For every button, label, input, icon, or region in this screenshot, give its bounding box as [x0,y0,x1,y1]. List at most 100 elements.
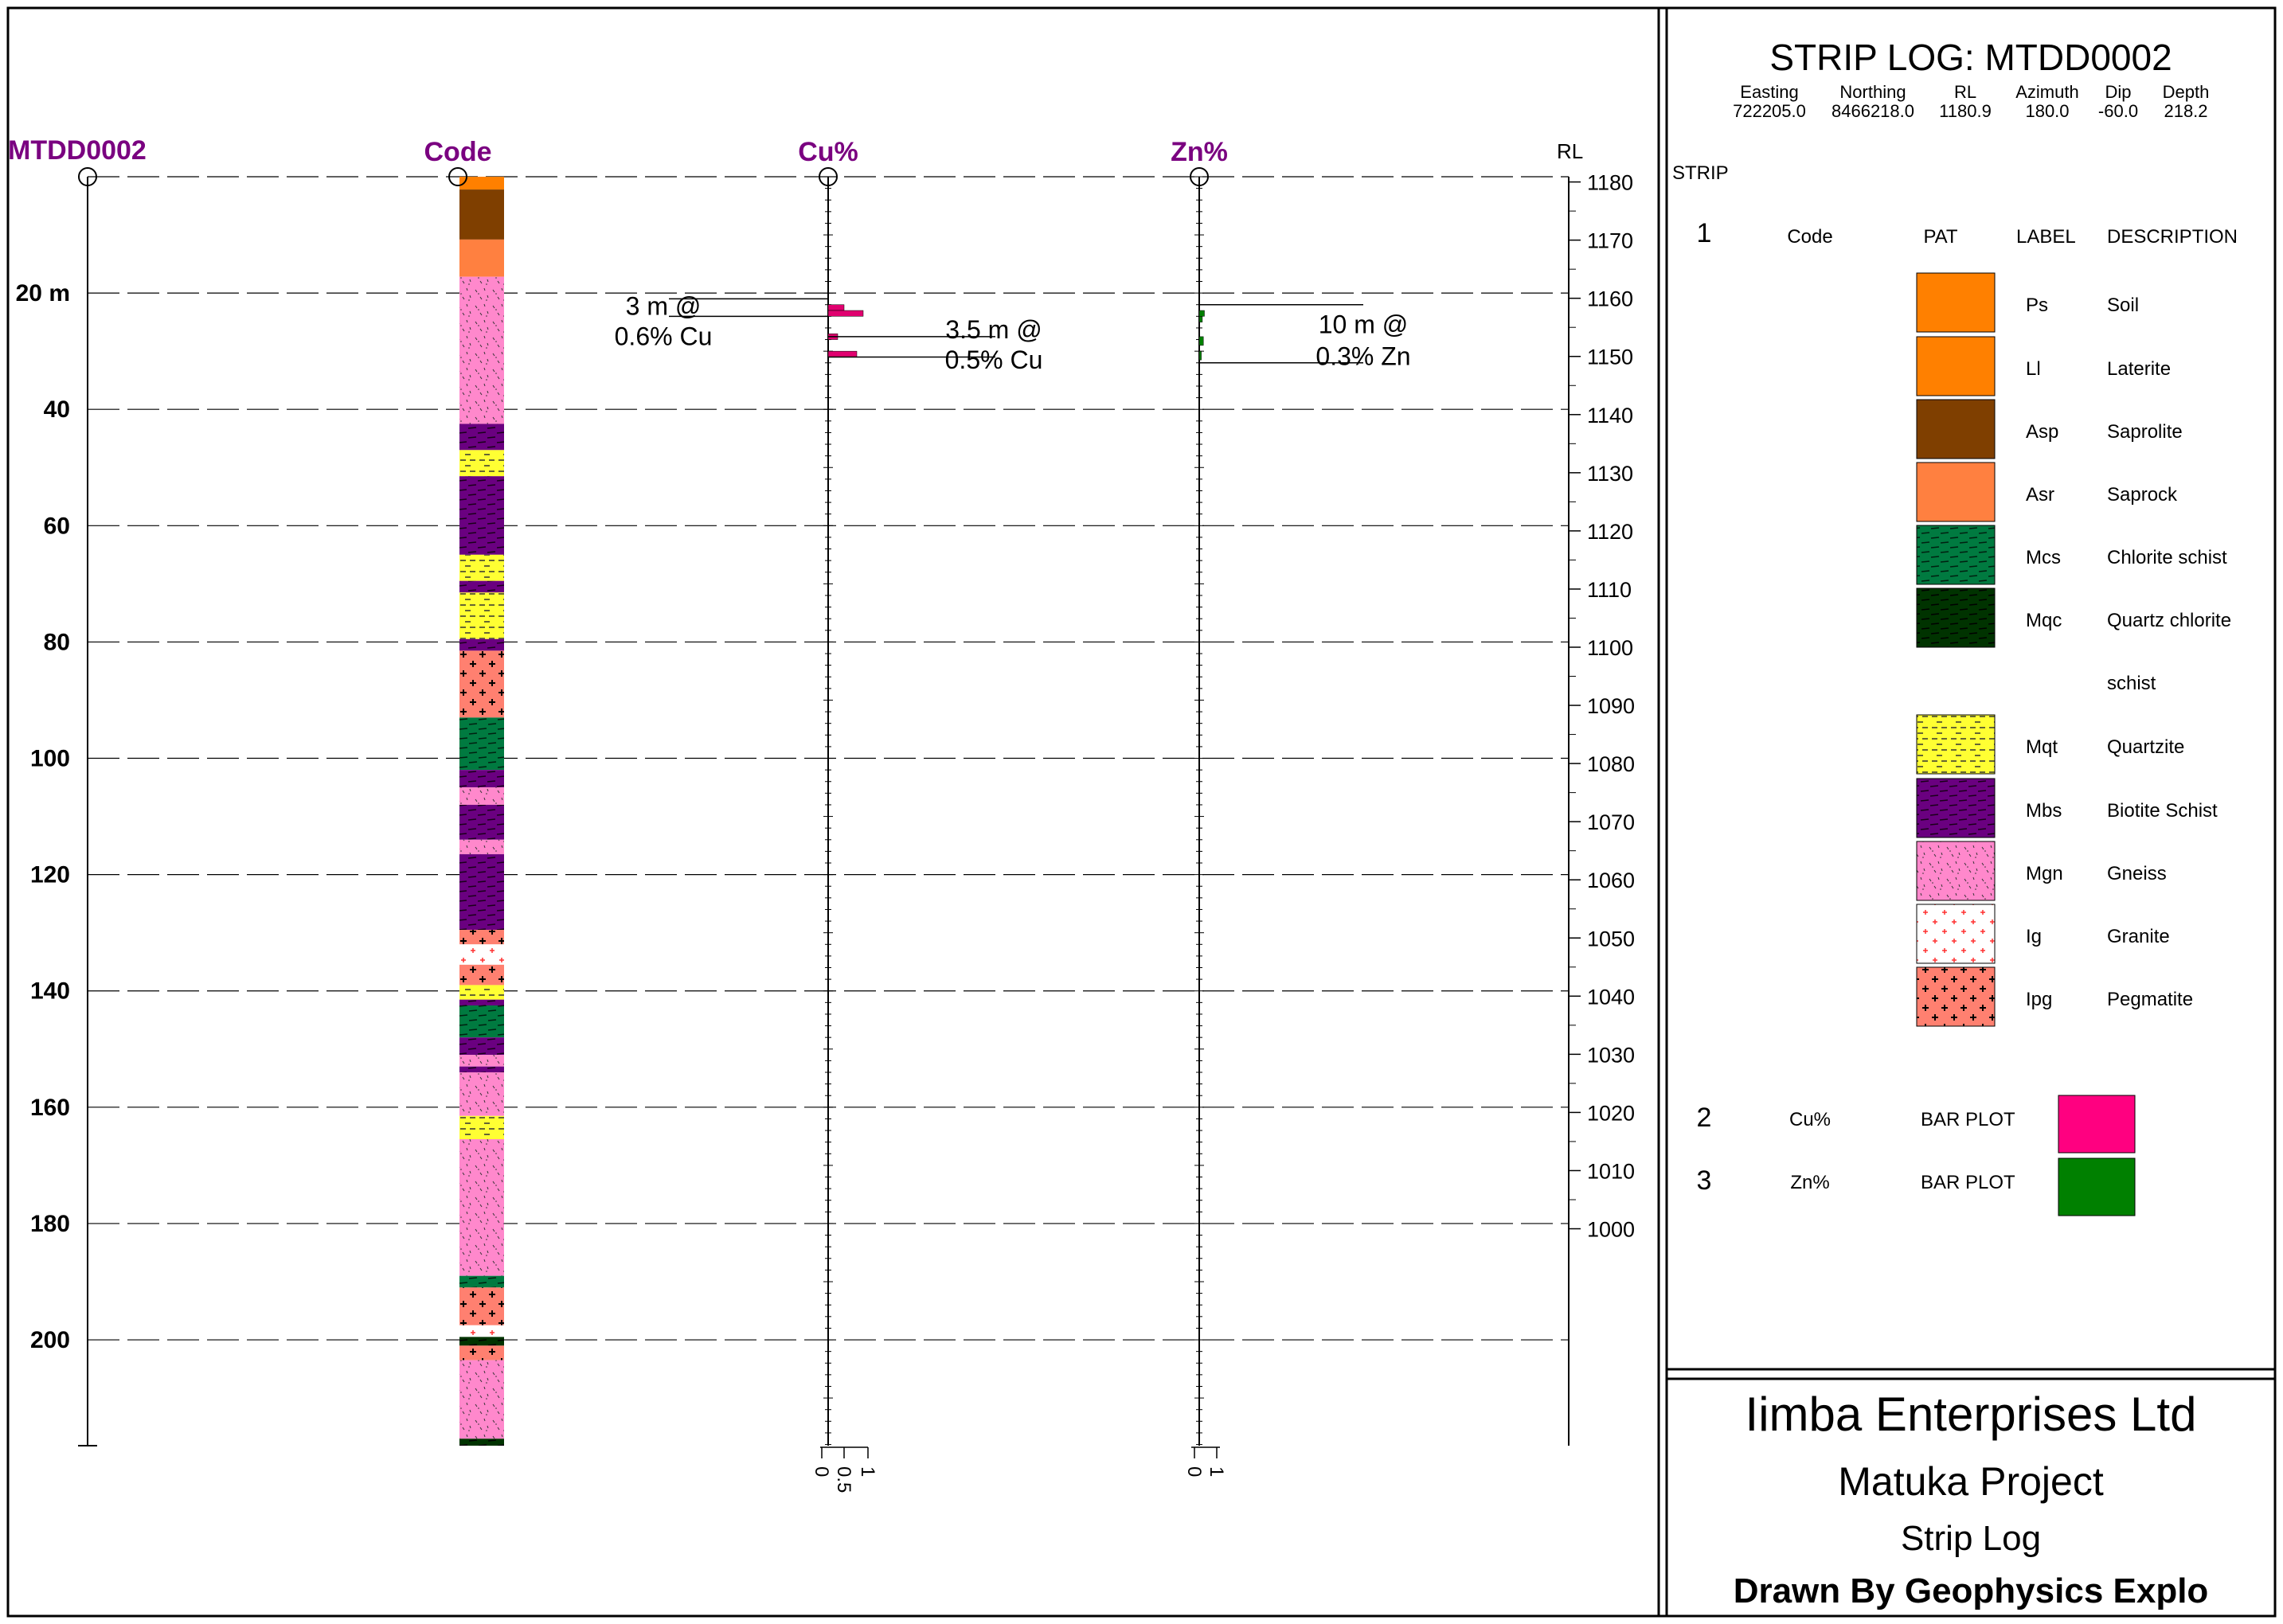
collar-header: RL [1954,82,1976,102]
scale-tick-label: 0 [1183,1466,1205,1477]
rl-tick-label: 1120 [1587,520,1633,544]
lithology-interval-Mqt [459,592,504,639]
interval-grade-label: 0.5% Cu [945,345,1043,374]
legend-code: Ig [2026,926,2042,947]
collar-value: 722205.0 [1733,101,1806,121]
depth-tick-label: 40 [44,396,70,423]
legend-swatch-Ipg [1916,966,1996,1027]
legend-col-pat: PAT [1923,226,1957,248]
lithology-interval-Mcs [459,717,504,771]
lithology-interval-Mqc [459,1337,504,1346]
rl-tick-label: 1070 [1587,810,1635,834]
scale-tick-label: 0.5 [833,1466,854,1493]
depth-tick-label: 60 [44,513,70,539]
rl-tick-label: 1110 [1587,578,1632,602]
rl-tick-label: 1090 [1587,694,1635,718]
collar-value: 1180.9 [1939,101,1992,121]
grade-bar [827,350,858,357]
legend-description: Quartzite [2107,736,2184,758]
cu-annotations: 3 m @0.6% Cu 3.5 m @0.5% Cu [615,291,1043,373]
interval-length-label: 3.5 m @ [945,315,1042,344]
legend-swatch-Mbs [1916,778,1996,838]
bar-strip-name: Cu% [1789,1109,1831,1130]
legend-description: Quartz chlorite [2107,610,2231,631]
bar-plot-legend: 2 Cu% BAR PLOT 3 Zn% BAR PLOT [1697,1095,2136,1216]
cu-scale: 0 0.5 1 [811,1446,878,1493]
depth-tick-label: 80 [44,629,70,655]
rl-tick-label: 1060 [1587,869,1635,892]
depth-tick-label: 20 m [16,280,70,306]
lithology-interval-Mbs [459,770,504,788]
rl-tick-label: 1160 [1587,287,1633,311]
rl-tick-label: 1000 [1587,1218,1635,1242]
legend-description-cont: schist [2107,673,2156,694]
legend-swatch-Mqc [1916,588,1996,648]
zn-collar-marker [1190,167,1209,186]
rl-tick-label: 1040 [1587,985,1635,1009]
depth-tick-label: 200 [30,1327,70,1353]
legend-description: Saprolite [2107,421,2183,443]
legend-description: Laterite [2107,358,2171,380]
lithology-interval-Mbs [459,999,504,1005]
cu-minor-ticks [823,176,833,1446]
depth-tick-label: 140 [30,978,70,1005]
lithology-interval-Ipg [459,1287,504,1325]
legend-code: Mqc [2026,610,2062,631]
lithology-interval-Mbs [459,804,504,840]
cu-column-header: Cu% [798,137,858,167]
legend-swatch-Ig [1916,904,1996,964]
lithology-interval-Mgn [459,276,504,424]
lithology-interval-Mbs [459,580,504,593]
lithology-interval-Mcs [459,1275,504,1288]
drawn-by-credit: Drawn By Geophysics Explo [1734,1571,2209,1610]
depth-tick-label: 100 [30,746,70,772]
legend-description: Chlorite schist [2107,547,2227,568]
legend-swatch-Mcs [1916,525,1996,585]
lithology-legend: Ps Soil Ll Laterite Asp Saprolite Asr Saprock Mc… [1916,272,2231,1027]
lithology-interval-Mbs [459,476,504,555]
lithology-interval-Mcs [459,1005,504,1038]
legend-swatch-Ps [1916,272,1996,333]
rl-column-header: RL [1557,139,1583,163]
bar-strip-number: 3 [1697,1165,1712,1196]
bar-strip-type: BAR PLOT [1921,1109,2015,1130]
rl-tick-label: 1100 [1587,636,1633,660]
lithology-interval-Mqt [459,450,504,477]
company-name: Iimba Enterprises Ltd [1745,1388,2197,1441]
strip-label: STRIP [1672,162,1729,184]
collar-value: 180.0 [2025,101,2069,121]
lithology-interval-Ipg [459,1345,504,1360]
legend-col-label: LABEL [2016,226,2076,248]
lithology-interval-Mgn [459,1139,504,1276]
depth-scale: 20 m 40 60 80 100 120 140 160 180 200 [16,280,70,1353]
legend-code: Asr [2026,484,2054,506]
legend-swatch-Mqt [1916,714,1996,775]
depth-tick-label: 160 [30,1095,70,1121]
rl-tick-label: 1130 [1587,462,1633,486]
legend-code: Mbs [2026,800,2062,822]
depth-collar-marker [78,167,97,186]
lithology-interval-Mbs [459,1037,504,1056]
legend-description: Granite [2107,926,2170,947]
lithology-interval-Mgn [459,787,504,805]
legend-code: Ll [2026,358,2041,380]
strip-log-title: STRIP LOG: MTDD0002 [1769,37,2172,78]
legend-code: Ipg [2026,989,2052,1010]
interval-length-label: 10 m @ [1319,310,1409,339]
collar-header: Northing [1839,82,1906,102]
lithology-interval-Ipg [459,650,504,718]
lithology-interval-Mqt [459,554,504,581]
bar-strip-type: BAR PLOT [1921,1172,2015,1193]
legend-description: Saprock [2107,484,2178,506]
legend-code: Ps [2026,295,2048,316]
legend-swatch-Asp [1916,399,1996,459]
collar-value: 8466218.0 [1831,101,1914,121]
bar-strip-number: 2 [1697,1103,1712,1133]
rl-tick-label: 1150 [1587,345,1633,369]
outer-frame [6,6,2277,1618]
grade-bar [827,310,864,317]
cu-collar-marker [819,167,838,186]
zn-column-header: Zn% [1171,137,1228,167]
